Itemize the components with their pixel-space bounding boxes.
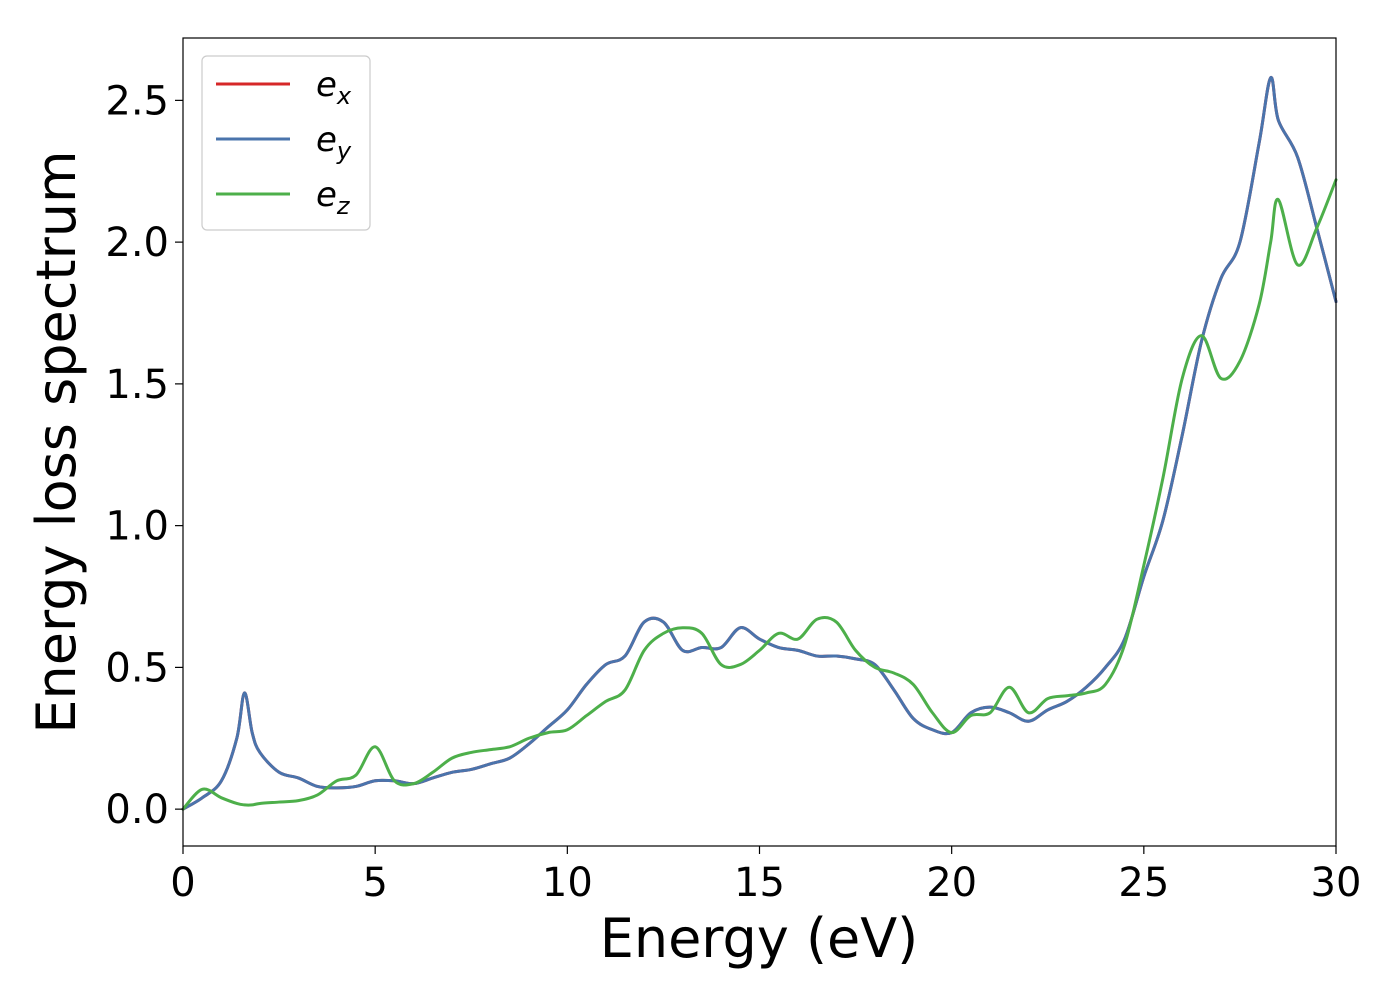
legend-label: ez xyxy=(316,175,351,220)
legend-label-base: e xyxy=(316,65,337,105)
legend-label: ex xyxy=(316,65,352,110)
y-axis-title: Energy loss spectrum xyxy=(25,150,88,733)
legend-label-subscript: z xyxy=(336,192,351,220)
legend-label: ey xyxy=(316,120,352,165)
x-axis-title: Energy (eV) xyxy=(600,907,919,970)
legend-label-base: e xyxy=(316,175,337,215)
x-tick-label: 20 xyxy=(926,860,977,906)
y-tick-label: 1.0 xyxy=(105,504,169,550)
y-tick-label: 0.5 xyxy=(105,645,169,691)
series-line-e-y xyxy=(181,76,1338,811)
x-tick-label: 10 xyxy=(542,860,593,906)
x-tick-label: 0 xyxy=(170,860,195,906)
y-tick-label: 0.0 xyxy=(105,787,169,833)
y-axis-ticks: 0.0 0.5 1.0 1.5 2.0 2.5 xyxy=(105,78,183,833)
x-tick-label: 5 xyxy=(362,860,387,906)
x-axis-ticks: 0 5 10 15 20 25 30 xyxy=(170,846,1361,906)
plot-area xyxy=(183,38,1336,846)
legend-label-subscript: x xyxy=(336,82,352,110)
x-tick-label: 15 xyxy=(734,860,785,906)
series-layer xyxy=(181,76,1338,811)
legend-label-base: e xyxy=(316,120,337,160)
legend-box xyxy=(201,55,371,231)
y-tick-label: 2.0 xyxy=(105,220,169,266)
y-tick-label: 1.5 xyxy=(105,362,169,408)
legend-label-subscript: y xyxy=(336,137,352,165)
x-tick-label: 30 xyxy=(1311,860,1362,906)
x-tick-label: 25 xyxy=(1118,860,1169,906)
y-tick-label: 2.5 xyxy=(105,78,169,124)
series-line-e-z xyxy=(181,178,1338,811)
